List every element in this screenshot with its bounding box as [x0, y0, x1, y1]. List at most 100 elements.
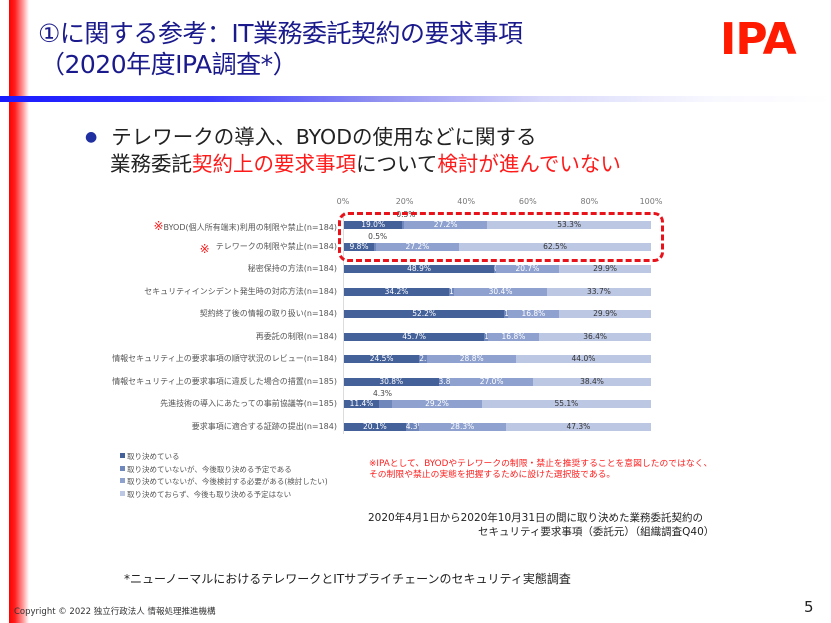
bar-segment: 45.7% — [344, 333, 485, 341]
bar-segment — [402, 221, 404, 229]
x-axis-ticks: 0% 20% 40% 60% 80% 100% — [337, 197, 663, 207]
legend-swatch-icon — [120, 465, 125, 471]
category-label: ※ テレワークの制限や禁止(n=184) — [199, 242, 337, 256]
bar-segment: 52.2% — [344, 310, 505, 318]
bar-segment: 47.3% — [505, 423, 651, 431]
left-accent-strip — [9, 0, 29, 623]
bar-segment: 2.7% — [419, 355, 438, 363]
y-axis-line — [343, 212, 344, 434]
category-label: 再委託の制限(n=184) — [255, 332, 337, 341]
stacked-bar: 30.8% 3.8% 27.0% 38.4% — [344, 378, 651, 386]
legend-item: 取り決めておらず、今後も取り決める予定はない — [120, 489, 328, 502]
bar-segment: 48.9% — [344, 265, 495, 273]
stacked-bar: 48.9%0.5%20.7%29.9% — [344, 265, 651, 273]
category-label: 契約終了後の情報の取り扱い(n=184) — [199, 309, 337, 318]
note-mark-icon: ※ — [153, 219, 164, 233]
bar-segment: 16.8% — [507, 310, 560, 318]
title-line2: （2020年度IPA調査*） — [40, 50, 298, 79]
caption-line2: セキュリティ要求事項（委託元）（組織調査Q40） — [478, 526, 715, 538]
bullet-icon: ● — [85, 129, 98, 145]
x-tick-label: 80% — [580, 197, 599, 206]
bar-segment — [374, 243, 376, 251]
bar-segment: 53.3% — [487, 221, 651, 229]
bar-segment: 29.2% — [392, 400, 482, 408]
stacked-bar: 24.5%2.7%28.8%44.0% — [344, 355, 651, 363]
stacked-bar: 52.2%1.1%16.8%29.9% — [344, 310, 651, 318]
stacked-bar: 9.8% 27.2% 62.5% — [344, 243, 651, 251]
bullet-highlight: 検討が進んでいない — [437, 152, 621, 176]
bar-segment: 20.7% — [495, 265, 560, 273]
bar-segment: 44.0% — [515, 355, 651, 363]
bullet-line2: 業務委託契約上の要求事項について検討が進んでいない — [85, 151, 621, 178]
bar-segment: 11.4% — [344, 400, 379, 408]
x-tick-label: 60% — [518, 197, 537, 206]
stacked-bar: 11.4% 29.2% 55.1% — [344, 400, 651, 408]
x-tick-label: 0% — [336, 197, 350, 206]
note-line2: その制限や禁止の実態を把握するために設けた選択肢である。 — [369, 470, 616, 480]
bar-segment: 36.4% — [539, 333, 651, 341]
bar-segment: 27.2% — [403, 221, 488, 229]
legend-item: 取り決めていないが、今後検討する必要がある(検討したい) — [120, 476, 328, 489]
bullet-line1: テレワークの導入、BYODの使用などに関する — [111, 125, 537, 149]
bar-segment: 29.9% — [559, 310, 651, 318]
chart-caption: 2020年4月1日から2020年10月31日の間に取り決めた業務委託契約の セキ… — [368, 511, 714, 539]
bar-segment: 27.2% — [375, 243, 460, 251]
category-label: 情報セキュリティ上の要求事項の順守状況のレビュー(n=184) — [112, 354, 337, 363]
bar-segment: 28.8% — [427, 355, 516, 363]
bar-segment: 62.5% — [459, 243, 651, 251]
bar-segment: 33.7% — [547, 288, 651, 296]
stacked-bar: 19.0% 27.2% 53.3% — [344, 221, 651, 229]
note-line1: ※IPAとして、BYODやテレワークの制限・禁止を推奨することを意図したのではな… — [369, 459, 713, 469]
caption-line1: 2020年4月1日から2020年10月31日の間に取り決めた業務委託契約の — [368, 512, 704, 524]
bar-segment: 20.1% — [344, 423, 406, 431]
category-label: 情報セキュリティ上の要求事項に違反した場合の措置(n=185) — [112, 377, 337, 386]
highlight-dashed-box — [338, 212, 664, 262]
ipa-logo: IPA — [720, 14, 797, 65]
data-label-above: 0.5% — [368, 232, 388, 241]
legend-swatch-icon — [120, 478, 125, 483]
legend-swatch-icon — [120, 490, 125, 496]
bar-segment: 4.3% — [405, 422, 425, 431]
bullet-text: 業務委託 — [110, 152, 192, 176]
bullet-highlight: 契約上の要求事項 — [192, 152, 356, 176]
bar-segment: 19.0% — [344, 221, 403, 229]
bar-segment: 28.3% — [418, 423, 506, 431]
title-underline — [0, 96, 831, 102]
bar-segment: 27.0% — [450, 378, 534, 386]
bar-segment: 24.5% — [344, 355, 420, 363]
x-tick-label: 20% — [395, 197, 414, 206]
category-label: 先進技術の導入にあたっての事前協議等(n=185) — [160, 399, 337, 408]
bar-segment: 55.1% — [481, 400, 651, 408]
legend-item: 取り決めている — [120, 451, 328, 464]
category-label: セキュリティインシデント発生時の対応方法(n=184) — [144, 287, 337, 296]
stacked-bar: 20.1% 4.3% 28.3% 47.3% — [344, 423, 651, 431]
legend-swatch-icon — [120, 453, 125, 458]
bar-segment: 34.2% — [344, 288, 449, 296]
bar-segment: 30.8% — [344, 378, 439, 386]
category-label: ※BYOD(個人所有端末)利用の制限や禁止(n=184) — [153, 219, 337, 233]
bar-segment: 38.4% — [533, 378, 651, 386]
title-line1: ①に関する参考：IT業務委託契約の要求事項 — [38, 19, 523, 48]
stacked-bar: 34.2%1.6%30.4%33.7% — [344, 288, 651, 296]
bullet-point: ● テレワークの導入、BYODの使用などに関する 業務委託契約上の要求事項について… — [85, 124, 621, 178]
bar-segment: 30.4% — [453, 288, 548, 296]
bar-segment — [378, 400, 393, 408]
bar-segment: 9.8% — [344, 243, 375, 251]
category-label: 要求事項に適合する証跡の提出(n=184) — [191, 422, 337, 431]
legend-item: 取り決めていないが、今後取り決める予定である — [120, 464, 328, 477]
category-label: 秘密保持の方法(n=184) — [247, 264, 337, 273]
bar-segment: 29.9% — [559, 265, 651, 273]
bar-segment: 16.8% — [487, 333, 540, 341]
chart-legend: 取り決めている 取り決めていないが、今後取り決める予定である 取り決めていないが、今… — [120, 451, 328, 501]
bar-segment: 3.8% — [438, 377, 458, 386]
bullet-text: について — [356, 152, 438, 176]
x-tick-label: 40% — [457, 197, 476, 206]
stacked-bar: 45.7%1.1%16.8%36.4% — [344, 333, 651, 341]
data-label-above: 4.3% — [372, 389, 393, 398]
slide-title: ①に関する参考：IT業務委託契約の要求事項 （2020年度IPA調査*） — [38, 18, 523, 80]
footnote: *ニューノーマルにおけるテレワークとITサプライチェーンのセキュリティ実態調査 — [124, 572, 571, 586]
red-note: ※IPAとして、BYODやテレワークの制限・禁止を推奨することを意図したのではな… — [369, 459, 712, 481]
note-mark-icon: ※ — [199, 242, 210, 256]
copyright: Copyright © 2022 独立行政法人 情報処理推進機構 — [14, 607, 216, 617]
page-number: 5 — [804, 598, 814, 616]
